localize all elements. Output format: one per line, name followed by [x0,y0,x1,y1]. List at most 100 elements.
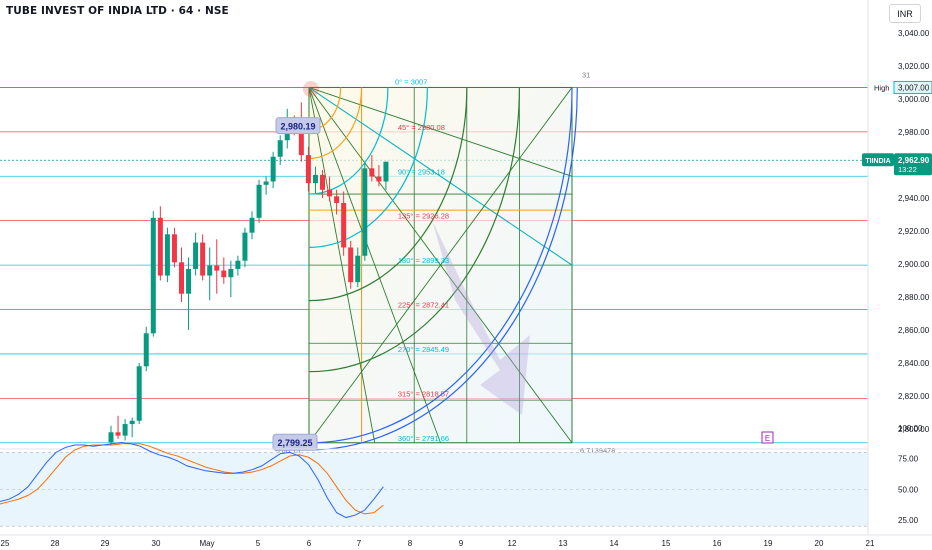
gann-arc [308,87,389,195]
time-label: 30 [152,539,161,548]
earnings-marker: E [765,434,770,443]
gann-level-label: 90° = 2953.18 [398,167,445,176]
gann-level-label: 270° = 2845.49 [398,345,449,354]
gann-arc [308,87,363,160]
gann-level-label: 45° = 2980.08 [398,123,445,132]
candle-body [305,155,311,184]
candle-body [193,242,199,269]
low-callout-box [272,433,318,451]
price-callouts: 2,980.19 2,799.25 E [272,117,774,451]
candle-body [235,260,241,269]
gann-arc [308,87,573,444]
price-tick: 3,040.00 [898,29,930,38]
stoch-k-line [0,442,384,519]
candle-body [355,255,361,283]
time-label: 20 [815,539,824,548]
candle-body [277,140,283,157]
time-label: 8 [408,539,413,548]
price-tick: 3,020.00 [898,62,930,71]
time-label: 19 [764,539,773,548]
price-axis[interactable]: 3,040.003,020.003,000.002,980.002,960.00… [862,0,932,535]
candle-body [334,196,340,203]
candle-body [214,265,220,271]
symbol-title[interactable]: TUBE INVEST OF INDIA LTD · 64 · NSE [6,5,229,17]
candle-body [249,217,255,233]
candle-body [164,234,170,276]
time-label: 14 [610,539,619,548]
candle-body [369,168,375,177]
gann-arc [308,87,468,302]
candle-body [298,127,304,156]
gann-fan-line [308,87,573,266]
candle-body [312,174,318,184]
low-callout-text: 2,799.25 [277,438,312,448]
candle-body [242,232,248,261]
time-label: May [199,539,214,548]
osc-tick: 100.00 [898,424,923,433]
candle-body [228,268,234,278]
gann-right-label: 6.7139478 [580,446,615,455]
osc-tick: 75.00 [898,455,919,464]
time-label: 5 [256,539,261,548]
gann-diag-line [308,87,573,444]
price-tick: 2,840.00 [898,359,930,368]
last-price-box [894,153,932,176]
time-label: 28 [51,539,60,548]
time-label: 15 [662,539,671,548]
gann-top-right-label: 31 [582,70,590,79]
time-label: 13 [559,539,568,548]
candle-body [341,202,347,248]
candle-body [157,217,163,276]
gann-arc [308,87,520,373]
gann-level-label: 360° = 2791.66 [398,434,449,443]
gann-arc [308,87,578,451]
gann-level-label: 315° = 2818.57 [398,389,449,398]
candle-body [129,420,135,425]
candle-body [320,174,325,190]
candle-body [136,366,142,421]
gann-fan-line [308,87,441,443]
candle-body [200,242,206,276]
candle-body [221,270,227,278]
candle-body [207,265,213,276]
candle-body [150,217,156,334]
gann-fan-line [308,87,573,177]
gann-fan-line [308,87,376,443]
candle-body [171,234,177,263]
time-label: 6 [307,539,312,548]
candle-body [376,176,382,182]
projection-arrow [432,220,530,415]
price-tick: 2,980.00 [898,128,930,137]
currency-button[interactable]: INR [889,4,921,23]
time-label: 21 [866,539,875,548]
price-tick: 2,860.00 [898,326,930,335]
candle-body [108,432,114,443]
time-label: 7 [357,539,362,548]
osc-tick: 50.00 [898,485,919,494]
candle-body [115,432,121,436]
candle-body [256,184,262,218]
candle-body [327,189,333,197]
countdown: 13:22 [898,165,917,174]
high-tag-box [893,80,932,94]
time-label: 12 [508,539,517,548]
candle-body [122,424,128,436]
price-tick: 2,940.00 [898,194,930,203]
time-axis[interactable]: 25 28 29 30 May 5 6 7 8 9 12 13 14 15 16 19 20 21 [0,534,932,548]
ticker-tag-box [862,153,894,167]
price-tick: 2,920.00 [898,227,930,236]
stochastic-oscillator [0,442,868,527]
price-tick: 3,000.00 [898,95,930,104]
candle-body [362,168,368,256]
high-tag-value: 3,007.00 [898,83,930,92]
anchor-handle [303,81,319,97]
gann-level-label: 135° = 2926.28 [398,212,449,221]
candle-body [143,333,149,367]
gann-top-label: 0° = 3007 [395,77,427,86]
gann-box[interactable]: 0° = 3007 45° = 2980.08 90° = 2953.18 135° … [275,70,615,454]
time-label: 16 [713,539,722,548]
high-callout-box [275,117,321,135]
stoch-d-line [0,443,384,515]
candle-body [348,247,354,283]
